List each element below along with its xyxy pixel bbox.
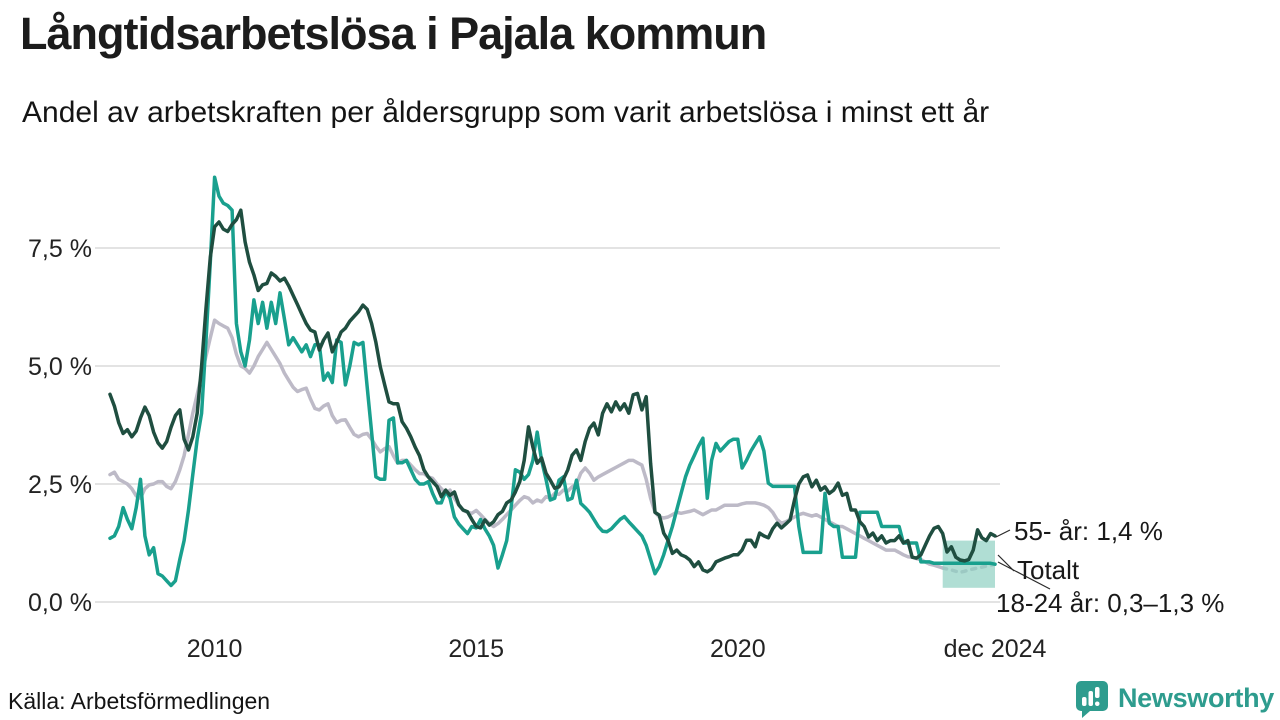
page-title: Långtidsarbetslösa i Pajala kommun (20, 8, 767, 59)
series-line-55-ar (108, 208, 997, 574)
y-axis-tick-label: 0,0 % (28, 589, 92, 617)
x-axis-tick-label: dec 2024 (944, 635, 1047, 663)
series-line-18-24-ar (108, 175, 997, 588)
newsworthy-logo-icon (1075, 681, 1108, 718)
series-line-totalt (108, 318, 945, 570)
newsworthy-logo: Newsworthy (1071, 678, 1274, 718)
annotation-totalt: Totalt (1017, 555, 1080, 585)
newsworthy-wordmark: Newsworthy (1117, 682, 1274, 713)
x-axis-tick-label: 2010 (187, 635, 243, 663)
leader-line (997, 561, 1051, 590)
annotation-55-ar: 55- år: 1,4 % (1014, 516, 1163, 546)
y-axis-tick-label: 7,5 % (28, 235, 92, 263)
y-axis-tick-label: 2,5 % (28, 471, 92, 499)
source-note: Källa: Arbetsförmedlingen (8, 688, 271, 714)
leader-line (995, 529, 1011, 538)
y-axis-tick-label: 5,0 % (28, 353, 92, 381)
x-axis-tick-label: 2020 (710, 635, 766, 663)
page-subtitle: Andel av arbetskraften per åldersgrupp s… (22, 96, 990, 129)
annotation-18-24-ar: 18-24 år: 0,3–1,3 % (996, 588, 1224, 618)
x-axis-tick-label: 2015 (448, 635, 504, 663)
